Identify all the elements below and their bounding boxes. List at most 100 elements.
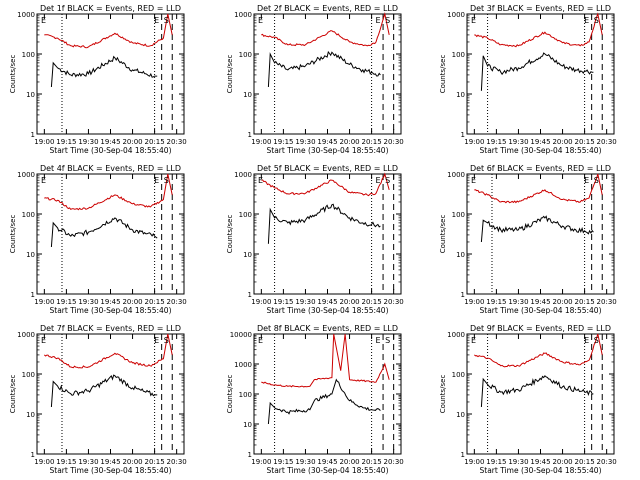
x-tick-label: 19:30 — [508, 458, 528, 466]
y-tick-label: 1 — [461, 131, 465, 139]
y-axis-label: Counts/sec — [9, 375, 17, 414]
x-tick-label: 19:45 — [530, 298, 550, 306]
x-axis-label: Start Time (30-Sep-04 18:55:40) — [480, 466, 602, 475]
y-tick-label: 100 — [452, 51, 465, 59]
x-tick-label: 19:30 — [508, 298, 528, 306]
y-tick-label: 10 — [243, 251, 252, 259]
start-marker-E: E — [258, 336, 263, 345]
y-tick-label: 1000 — [447, 331, 465, 339]
x-axis-label: Start Time (30-Sep-04 18:55:40) — [50, 466, 172, 475]
x-tick-label: 20:00 — [552, 458, 572, 466]
x-tick-label: 19:45 — [530, 458, 550, 466]
x-tick-label: 20:30 — [384, 138, 404, 146]
x-axis-label: Start Time (30-Sep-04 18:55:40) — [480, 146, 602, 155]
y-axis-label: Counts/sec — [439, 55, 447, 94]
chart-title: Det 3f BLACK = Events, RED = LLD — [470, 4, 611, 13]
chart-title: Det 8f BLACK = Events, RED = LLD — [257, 324, 398, 333]
plot-frame — [253, 333, 402, 455]
event-marker-E: E — [376, 336, 381, 345]
series-line-lld — [43, 333, 173, 369]
x-tick-label: 19:45 — [100, 458, 120, 466]
y-tick-label: 1000 — [234, 171, 252, 179]
y-tick-label: 1 — [248, 451, 252, 459]
y-tick-label: 1 — [31, 451, 35, 459]
x-tick-label: 19:15 — [486, 458, 506, 466]
x-tick-label: 20:00 — [339, 138, 359, 146]
x-tick-label: 19:45 — [317, 298, 337, 306]
x-tick-label: 19:00 — [34, 298, 54, 306]
x-tick-label: 20:00 — [122, 138, 142, 146]
chart-panel-5: Det 5f BLACK = Events, RED = LLD 1 10 100 10… — [226, 164, 404, 315]
y-tick-label: 1 — [248, 131, 252, 139]
event-marker-E: E — [154, 176, 159, 185]
start-marker-E: E — [258, 16, 263, 25]
y-axis-label: Counts/sec — [226, 375, 234, 414]
x-tick-label: 20:30 — [597, 458, 617, 466]
x-axis-label: Start Time (30-Sep-04 18:55:40) — [50, 306, 172, 315]
x-tick-label: 20:15 — [575, 298, 595, 306]
x-tick-label: 19:30 — [295, 138, 315, 146]
start-marker-E: E — [471, 336, 476, 345]
y-tick-label: 1000 — [17, 331, 35, 339]
y-tick-label: 100 — [452, 371, 465, 379]
y-axis-label: Counts/sec — [226, 215, 234, 254]
event-marker-S: S — [594, 336, 599, 345]
x-tick-label: 20:15 — [145, 458, 165, 466]
y-tick-label: 10000 — [230, 331, 252, 339]
x-tick-label: 19:00 — [464, 138, 484, 146]
event-marker-S: S — [594, 16, 599, 25]
y-axis-label: Counts/sec — [439, 375, 447, 414]
series-line-lld — [261, 333, 390, 388]
x-tick-label: 20:00 — [552, 138, 572, 146]
y-tick-label: 10 — [243, 421, 252, 429]
x-tick-label: 20:30 — [597, 298, 617, 306]
event-marker-E: E — [584, 336, 589, 345]
y-tick-label: 1000 — [447, 11, 465, 19]
x-tick-label: 19:45 — [317, 458, 337, 466]
series-line-lld — [44, 13, 173, 49]
chart-panel-4: Det 4f BLACK = Events, RED = LLD 1 10 100 10… — [9, 164, 187, 315]
event-marker-S: S — [385, 16, 390, 25]
x-tick-label: 19:15 — [486, 298, 506, 306]
start-marker-E: E — [471, 16, 476, 25]
event-marker-E: E — [376, 176, 381, 185]
chart-title: Det 6f BLACK = Events, RED = LLD — [470, 164, 611, 173]
x-axis-label: Start Time (30-Sep-04 18:55:40) — [480, 306, 602, 315]
y-tick-label: 10 — [243, 91, 252, 99]
chart-panel-1: Det 1f BLACK = Events, RED = LLD 1 10 100 10… — [9, 4, 187, 155]
series-line-lld — [261, 12, 390, 47]
y-tick-label: 1000 — [234, 361, 252, 369]
start-marker-E: E — [41, 336, 46, 345]
event-marker-S: S — [385, 176, 390, 185]
y-tick-label: 100 — [22, 371, 35, 379]
x-tick-label: 19:45 — [100, 138, 120, 146]
x-tick-label: 20:15 — [575, 138, 595, 146]
y-tick-label: 1 — [31, 131, 35, 139]
y-tick-label: 100 — [22, 51, 35, 59]
y-axis-label: Counts/sec — [439, 215, 447, 254]
x-tick-label: 19:00 — [251, 138, 271, 146]
y-tick-label: 1 — [461, 291, 465, 299]
x-tick-label: 19:15 — [273, 298, 293, 306]
y-tick-label: 10 — [26, 251, 35, 259]
event-marker-E: E — [584, 16, 589, 25]
y-tick-label: 10 — [456, 251, 465, 259]
x-tick-label: 20:30 — [597, 138, 617, 146]
x-tick-label: 20:00 — [552, 298, 572, 306]
x-tick-label: 19:15 — [486, 138, 506, 146]
x-tick-label: 20:30 — [167, 458, 187, 466]
chart-panel-6: Det 6f BLACK = Events, RED = LLD 1 10 100 10… — [439, 164, 617, 315]
event-marker-S: S — [385, 336, 390, 345]
y-tick-label: 100 — [239, 211, 252, 219]
chart-panel-8: Det 8f BLACK = Events, RED = LLD 1 10 100 10… — [226, 324, 404, 475]
y-tick-label: 1 — [461, 451, 465, 459]
y-axis-label: Counts/sec — [9, 55, 17, 94]
y-tick-label: 1 — [31, 291, 35, 299]
x-tick-label: 19:00 — [34, 138, 54, 146]
y-tick-label: 1000 — [17, 171, 35, 179]
event-marker-E: E — [376, 16, 381, 25]
chart-title: Det 7f BLACK = Events, RED = LLD — [40, 324, 181, 333]
x-tick-label: 20:00 — [122, 458, 142, 466]
x-tick-label: 19:30 — [78, 298, 98, 306]
